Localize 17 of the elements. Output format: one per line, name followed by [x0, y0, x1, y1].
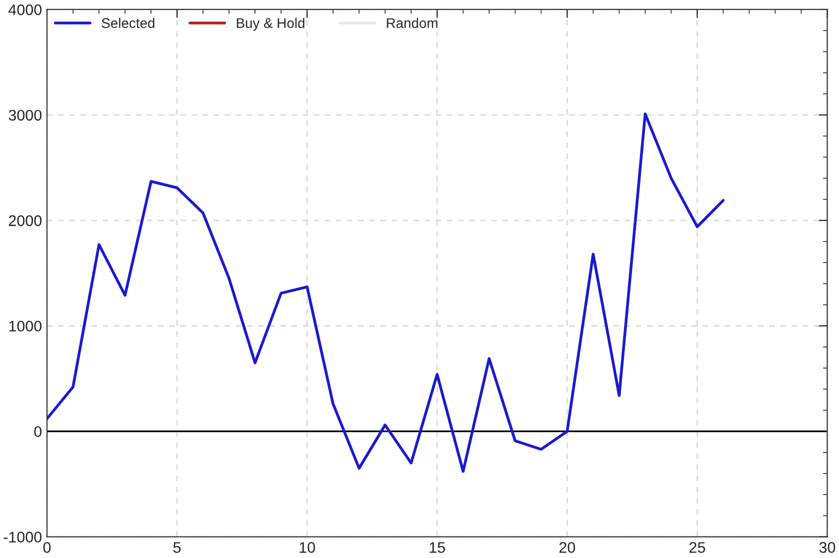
x-tick-label: 0 — [43, 542, 51, 553]
y-tick-label: -1000 — [4, 532, 42, 542]
y-tick-label: 4000 — [8, 4, 42, 16]
y-tick-label: 2000 — [8, 215, 42, 226]
x-tick-label: 30 — [819, 542, 836, 553]
legend-label: Buy & Hold — [236, 18, 304, 31]
legend-label: Selected — [102, 18, 154, 28]
line-series — [46, 112, 725, 473]
x-tick-label: 10 — [300, 542, 315, 553]
legend-label: Random — [386, 18, 438, 28]
x-tick-label: 25 — [689, 542, 706, 553]
y-tick-label: 1000 — [9, 320, 42, 332]
x-tick-label: 5 — [173, 542, 181, 553]
x-tick-label: 20 — [559, 542, 576, 553]
y-tick-label: 3000 — [8, 110, 42, 121]
y-tick-label: 0 — [34, 426, 42, 438]
x-tick-label: 15 — [430, 542, 445, 553]
